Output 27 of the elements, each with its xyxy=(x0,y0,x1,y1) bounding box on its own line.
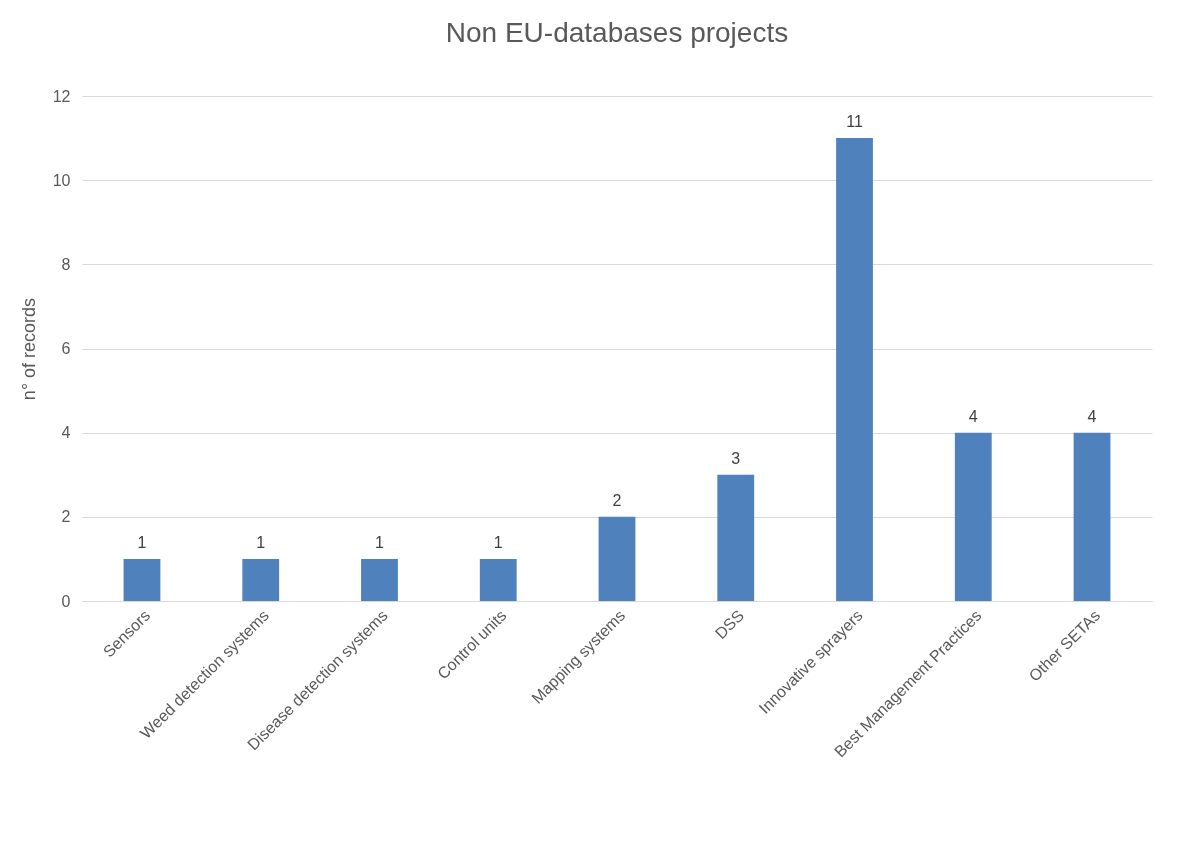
y-tick-label: 8 xyxy=(61,255,71,273)
data-label: 1 xyxy=(493,533,503,551)
data-label: 2 xyxy=(612,491,622,509)
data-label: 11 xyxy=(846,113,863,131)
bar xyxy=(1073,432,1111,601)
bar xyxy=(479,558,517,601)
chart-title: Non EU-databases projects xyxy=(445,17,789,48)
y-tick-label: 6 xyxy=(61,340,71,357)
y-tick-label: 12 xyxy=(52,87,71,105)
y-tick-label: 4 xyxy=(61,424,71,442)
data-label: 3 xyxy=(731,449,741,467)
bar xyxy=(242,558,280,601)
data-label: 1 xyxy=(375,533,385,551)
bar xyxy=(123,558,161,601)
data-label: 1 xyxy=(137,533,147,551)
y-axis-title: n° of records xyxy=(18,297,39,401)
y-tick-label: 0 xyxy=(61,592,71,610)
data-label: 4 xyxy=(1087,407,1097,425)
data-label: 4 xyxy=(968,407,978,425)
y-tick-label: 2 xyxy=(61,508,71,526)
bar xyxy=(361,558,398,601)
bar xyxy=(598,516,636,601)
bar xyxy=(836,138,873,601)
data-label: 1 xyxy=(256,533,266,551)
bar xyxy=(717,474,755,601)
y-tick-label: 10 xyxy=(52,171,71,189)
bar xyxy=(954,432,992,601)
